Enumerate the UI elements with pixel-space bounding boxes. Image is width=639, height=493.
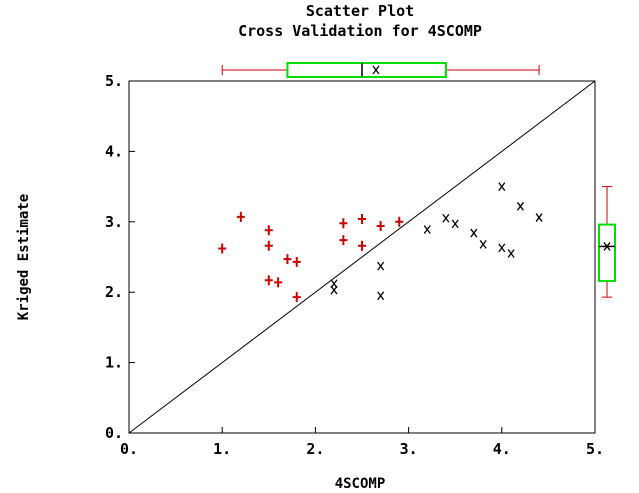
y-tick-label: 5. <box>105 72 123 90</box>
plus-marker-point <box>339 218 348 229</box>
x-marker-point <box>442 213 450 223</box>
x-boxplot <box>221 62 540 78</box>
x-marker-stroke <box>498 182 506 191</box>
plus-marker-point <box>339 235 348 246</box>
y-boxplot <box>598 186 616 298</box>
x-tick-label: 3. <box>400 440 418 458</box>
x-marker-stroke <box>507 249 515 258</box>
y-tick-label: 1. <box>105 354 123 372</box>
plus-marker-point <box>236 211 245 222</box>
y-axis-ticks: 0. 1. 2. 3. 4. 5. <box>105 72 135 442</box>
plus-marker-point <box>264 275 273 286</box>
x-marker-stroke <box>498 243 506 253</box>
plus-marker-stroke <box>376 221 385 232</box>
reference-line <box>128 80 596 434</box>
y-axis-label: Kriged Estimate <box>16 194 32 320</box>
x-marker-point <box>377 261 385 271</box>
y-boxplot-mean-marker <box>603 242 611 251</box>
x-marker-point <box>377 291 385 301</box>
x-marker-point <box>498 182 506 191</box>
x-marker-stroke <box>442 213 450 223</box>
reference-line-segment <box>128 80 596 434</box>
x-marker-point <box>330 285 338 295</box>
x-marker-stroke <box>470 228 478 238</box>
y-tick-label: 0. <box>105 424 123 442</box>
plus-marker-point <box>358 240 366 251</box>
x-marker-stroke <box>423 225 431 234</box>
x-marker-stroke <box>535 213 543 222</box>
x-marker-point <box>451 219 459 229</box>
plot-frame <box>128 80 596 434</box>
plus-marker-point <box>264 240 273 251</box>
x-marker-stroke <box>451 219 459 229</box>
x-marker-point <box>516 201 524 211</box>
x-marker-stroke <box>330 285 338 295</box>
plus-marker-point <box>264 225 273 236</box>
plus-marker-point <box>283 254 292 265</box>
plus-marker-stroke <box>358 213 366 224</box>
data-points <box>218 182 543 303</box>
x-marker-point <box>498 243 506 253</box>
x-tick-label: 0. <box>120 440 138 458</box>
x-marker-point <box>479 239 487 249</box>
x-marker-point <box>423 225 431 234</box>
plus-marker-stroke <box>339 235 348 246</box>
chart-title: Scatter Plot <box>306 2 414 20</box>
y-tick-label: 4. <box>105 142 123 160</box>
x-tick-label: 5. <box>586 440 604 458</box>
x-tick-label: 4. <box>493 440 511 458</box>
x-marker-stroke <box>479 239 487 249</box>
plus-marker-stroke <box>264 240 273 251</box>
plus-marker-stroke <box>264 225 273 236</box>
plus-marker-stroke <box>339 218 348 229</box>
plus-marker-point <box>395 216 404 227</box>
plus-marker-stroke <box>264 275 273 286</box>
x-marker-point <box>470 228 478 238</box>
plus-marker-point <box>218 243 227 254</box>
plus-marker-stroke <box>292 256 301 267</box>
plus-marker-stroke <box>358 240 366 251</box>
y-tick-label: 2. <box>105 283 123 301</box>
plus-marker-stroke <box>274 277 283 288</box>
plus-marker-stroke <box>283 254 292 265</box>
plus-marker-stroke <box>218 243 227 254</box>
plus-marker-stroke <box>395 216 404 227</box>
chart-subtitle: Cross Validation for 4SCOMP <box>238 22 482 40</box>
plus-marker-point <box>358 213 366 224</box>
x-marker-point <box>507 249 515 258</box>
x-marker-stroke <box>377 261 385 271</box>
x-axis-label: 4SCOMP <box>335 476 386 492</box>
plus-marker-point <box>292 292 301 303</box>
y-tick-label: 3. <box>105 213 123 231</box>
plus-marker-point <box>376 221 385 232</box>
x-boxplot-box <box>286 62 447 78</box>
x-tick-label: 1. <box>213 440 231 458</box>
x-axis-ticks: 0. 1. 2. 3. 4. 5. <box>120 427 604 458</box>
x-marker-stroke <box>377 291 385 301</box>
x-marker-stroke <box>516 201 524 211</box>
plus-marker-point <box>292 256 301 267</box>
x-marker-point <box>535 213 543 222</box>
x-tick-label: 2. <box>306 440 324 458</box>
plus-marker-stroke <box>236 211 245 222</box>
y-boxplot-box <box>598 223 616 282</box>
plus-marker-stroke <box>292 292 301 303</box>
x-boxplot-mean-marker <box>372 65 380 75</box>
plus-marker-point <box>274 277 283 288</box>
